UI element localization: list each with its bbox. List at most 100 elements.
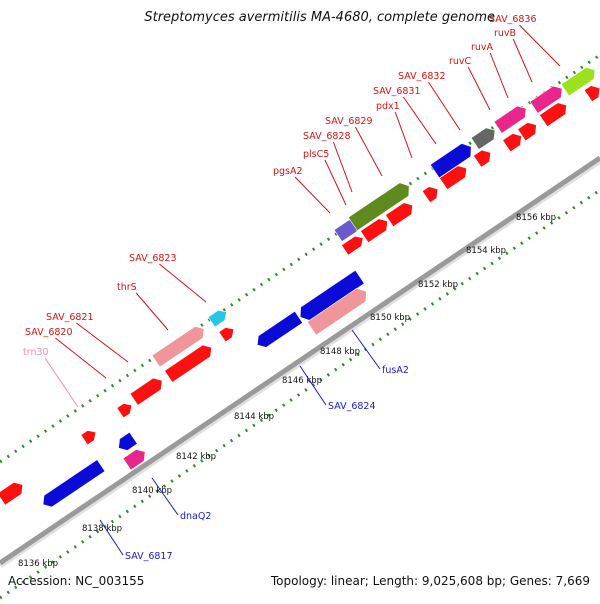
- feature-arrow-shape: [502, 133, 522, 153]
- feature-label: SAV_6831: [373, 86, 421, 97]
- feature-arrow-shape: [341, 235, 364, 256]
- feature-arrow-trn30: [80, 430, 97, 446]
- feature-arrow-sav6828-shape: [347, 182, 410, 232]
- feature-label: trn30: [23, 347, 49, 358]
- feature-arrow-shape: [385, 202, 413, 228]
- feature-arrow-dnaq2-shape: [122, 449, 146, 471]
- feature-leader-line: [44, 357, 79, 408]
- feature-arrow-ruvc: [470, 127, 496, 150]
- feature-arrow-shape: [218, 327, 235, 343]
- feature-arrow: [218, 327, 235, 343]
- feature-label: dnaQ2: [180, 511, 211, 522]
- feature-arrow: [118, 431, 138, 451]
- feature-arrow: [583, 85, 600, 103]
- feature-arrow-sav6824: [256, 310, 304, 348]
- genome-backbone: [0, 155, 600, 566]
- feature-arrow-shape: [360, 218, 388, 244]
- feature-label: ruvC: [449, 56, 472, 67]
- feature-leader-line: [294, 176, 331, 214]
- feature-label: SAV_6821: [46, 312, 94, 323]
- feature-leader-line: [402, 96, 437, 145]
- feature-arrow: [385, 202, 413, 228]
- feature-label: SAV_6829: [325, 116, 373, 127]
- feature-label: thrS: [117, 282, 137, 293]
- feature-arrow-ruva: [493, 105, 527, 134]
- feature-leader-line: [55, 337, 107, 379]
- feature-arrow-ruvb-shape: [529, 85, 563, 114]
- feature-label: SAV_6828: [303, 131, 351, 142]
- feature-label: SAV_6832: [398, 71, 446, 82]
- feature-leader-line: [427, 81, 461, 131]
- feature-leader-line: [332, 141, 353, 193]
- scale-tick-label: 8156 kbp: [516, 213, 556, 223]
- feature-arrow-sav6817: [42, 459, 106, 508]
- scale-tick-label: 8138 kbp: [82, 524, 122, 534]
- feature-arrow-thrs: [151, 326, 205, 368]
- feature-arrow: [517, 122, 537, 142]
- feature-leader-line: [351, 329, 381, 370]
- scale-tick-label: 8136 kbp: [18, 559, 58, 569]
- feature-leader-line: [324, 159, 347, 206]
- feature-arrow-trn30-shape: [80, 430, 97, 446]
- scale-tick-label: 8140 kbp: [132, 486, 172, 496]
- feature-leader-line: [512, 38, 533, 83]
- feature-label: SAV_6820: [25, 327, 73, 338]
- feature-arrow-thrs-shape: [151, 326, 205, 368]
- scale-tick-label: 8152 kbp: [418, 280, 458, 290]
- feature-arrow-shape: [517, 122, 537, 142]
- scale-tick-label: 8150 kbp: [370, 313, 410, 323]
- feature-arrow-fusa2: [306, 287, 367, 336]
- feature-arrow: [539, 102, 567, 128]
- feature-label: fusA2: [382, 365, 409, 376]
- feature-leader-line: [354, 126, 383, 177]
- feature-arrow-shape: [473, 149, 491, 168]
- feature-arrow-shape: [118, 431, 138, 451]
- feature-label: ruvB: [494, 28, 516, 39]
- scale-tick-label: 8146 kbp: [282, 376, 322, 386]
- feature-label: SAV_6823: [129, 253, 177, 264]
- scale-tick-label: 8148 kbp: [320, 347, 360, 357]
- feature-arrow: [164, 344, 212, 383]
- feature-leader-line: [394, 111, 413, 159]
- scale-tick-label: 8142 kbp: [176, 452, 216, 462]
- genome-title: Streptomyces avermitilis MA-4680, comple…: [144, 10, 495, 25]
- feature-label: SAV_6817: [125, 551, 173, 562]
- feature-arrow-ruvc-shape: [470, 127, 496, 150]
- feature-arrow-shape: [164, 344, 212, 383]
- feature-arrow-fusa2-shape: [306, 287, 367, 336]
- feature-arrow-shape: [539, 102, 567, 128]
- feature-arrow-dnaq2: [122, 449, 146, 471]
- feature-arrow-sav6832: [429, 143, 472, 179]
- feature-leader-line: [299, 365, 327, 406]
- feature-arrow-sav6823: [207, 310, 227, 328]
- feature-arrow-sav6823-shape: [207, 310, 227, 328]
- feature-leader-line: [135, 292, 169, 331]
- feature-leader-line: [159, 263, 207, 303]
- feature-arrow: [502, 133, 522, 153]
- scale-tick-label: 8154 kbp: [466, 246, 506, 256]
- feature-label: SAV_6836: [489, 14, 537, 25]
- feature-label: SAV_6824: [328, 401, 376, 412]
- feature-arrow-sav6836: [560, 67, 596, 97]
- feature-label: ruvA: [471, 42, 494, 53]
- feature-leader-line: [467, 66, 491, 111]
- feature-arrow-shape: [0, 481, 24, 506]
- feature-leader-line: [76, 322, 129, 363]
- feature-label: pdx1: [376, 101, 400, 112]
- feature-leader-line: [519, 24, 561, 67]
- feature-label: plsC5: [303, 149, 329, 160]
- feature-arrow-sav6824-shape: [256, 310, 304, 348]
- accession-text: Accession: NC_003155: [8, 574, 145, 588]
- feature-arrow: [0, 481, 24, 506]
- feature-arrow-shape: [129, 377, 163, 406]
- feature-arrow-shape: [421, 186, 439, 204]
- feature-arrow-sav6832-shape: [429, 143, 472, 179]
- feature-arrow-sav6817-shape: [42, 459, 106, 508]
- feature-arrow-shape: [116, 403, 133, 419]
- feature-leader-line: [99, 519, 124, 556]
- feature-arrow: [116, 403, 133, 419]
- feature-arrow-ruvb: [529, 85, 563, 114]
- feature-leader-line: [489, 52, 509, 99]
- feature-arrow-sav6836-shape: [560, 67, 596, 97]
